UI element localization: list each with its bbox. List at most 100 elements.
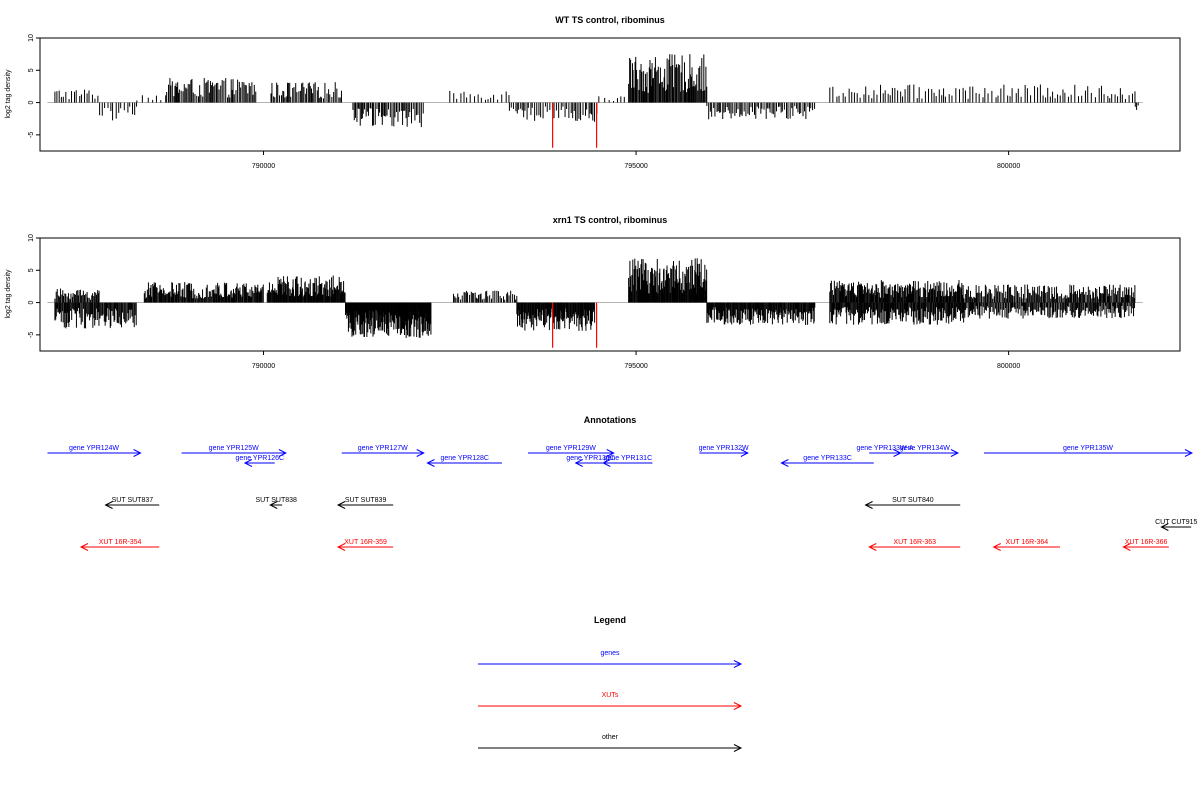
bars (54, 54, 1139, 128)
legend-title: Legend (594, 615, 626, 625)
x-axis: 790000 795000 800000 (252, 151, 1020, 170)
arrowhead-icon (606, 449, 615, 457)
feature-label: gene YPR128C (440, 455, 489, 462)
y-axis: -5 0 5 10 (28, 234, 40, 338)
feature-label: gene YPR130C (566, 455, 615, 462)
arrowhead-icon (416, 449, 425, 457)
legend-entry-genes: genes (478, 650, 743, 668)
feature-sut-sut837: SUT SUT837 (104, 497, 160, 509)
arrowhead-icon (1160, 523, 1169, 531)
chart-title: xrn1 TS control, ribominus (553, 215, 668, 225)
feature-label: gene YPR133W-A (856, 445, 913, 452)
y-axis: -5 0 5 10 (28, 34, 40, 138)
feature-label: gene YPR135W (1063, 445, 1113, 452)
feature-label: CUT CUT915 (1155, 519, 1197, 526)
feature-label: XUT 16R-363 (893, 539, 936, 546)
y-axis-label: log2 tag density (5, 269, 12, 319)
plot-frame (39, 237, 1181, 352)
arrowhead-icon (269, 501, 278, 509)
feature-label: XUT 16R-366 (1125, 539, 1168, 546)
arrowhead-icon (733, 702, 743, 710)
feature-gene-ypr130c: gene YPR130C (566, 455, 615, 467)
arrowhead-icon (868, 543, 877, 551)
legend-label: other (602, 734, 619, 741)
arrowhead-icon (426, 459, 435, 467)
arrowhead-icon (278, 449, 288, 457)
feature-gene-ypr129w: gene YPR129W (528, 445, 615, 457)
feature-xut-16r-354: XUT 16R-354 (79, 539, 160, 551)
feature-gene-ypr125w: gene YPR125W (181, 445, 288, 457)
arrowhead-icon (133, 449, 142, 457)
feature-label: SUT SUT837 (112, 497, 154, 504)
legend-entry-xuts: XUTs (478, 692, 743, 710)
annotations-track: Annotations gene YPR124W gene YPR125Wgene… (47, 415, 1198, 551)
feature-label: SUT SUT839 (345, 497, 387, 504)
feature-xut-16r-364: XUT 16R-364 (992, 539, 1061, 551)
feature-gene-ypr128c: gene YPR128C (426, 455, 502, 467)
panel-xrn1-ts-control: xrn1 TS control, ribominus log2 tag dens… (5, 215, 1181, 370)
arrowhead-icon (602, 459, 611, 467)
arrowhead-icon (780, 459, 789, 467)
arrowhead-icon (104, 501, 113, 509)
y-tick-label: 0 (28, 101, 35, 105)
highlight-bars (552, 302, 598, 348)
feature-label: gene YPR125W (209, 445, 259, 452)
feature-gene-ypr131c: gene YPR131C (602, 455, 653, 467)
highlight-bars (552, 102, 598, 148)
bars (54, 258, 1136, 339)
annotations-title: Annotations (584, 415, 637, 425)
arrowhead-icon (950, 449, 960, 457)
legend-entries: genes XUTs other (478, 650, 743, 752)
feature-sut-sut840: SUT SUT840 (864, 497, 961, 509)
feature-label: SUT SUT840 (892, 497, 934, 504)
y-axis-label: log2 tag density (5, 69, 12, 119)
feature-gene-ypr132w: gene YPR132W (699, 445, 749, 457)
y-tick-label: 0 (28, 301, 35, 305)
legend-label: XUTs (602, 692, 619, 699)
feature-label: gene YPR132W (699, 445, 749, 452)
feature-label: gene YPR133C (803, 455, 852, 462)
y-tick-label: 5 (28, 68, 35, 72)
arrowhead-icon (733, 744, 743, 752)
feature-label: gene YPR134W (900, 445, 950, 452)
x-tick-label: 790000 (252, 163, 275, 170)
y-tick-label: 10 (28, 234, 35, 242)
arrowhead-icon (733, 660, 743, 668)
feature-gene-ypr134w: gene YPR134W (891, 445, 960, 457)
feature-layer: gene YPR124W gene YPR125W gene YPR126C gene… (47, 445, 1198, 551)
x-tick-label: 800000 (997, 163, 1020, 170)
y-tick-label: 10 (28, 34, 35, 42)
arrowhead-icon (243, 459, 253, 467)
y-tick-label: 5 (28, 268, 35, 272)
feature-xut-16r-366: XUT 16R-366 (1122, 539, 1169, 551)
feature-label: gene YPR127W (358, 445, 408, 452)
chart-title: WT TS control, ribominus (555, 15, 665, 25)
feature-label: XUT 16R-364 (1006, 539, 1049, 546)
arrowhead-icon (336, 543, 346, 551)
feature-gene-ypr135w: gene YPR135W (984, 445, 1194, 457)
feature-gene-ypr133c: gene YPR133C (780, 455, 874, 467)
arrowhead-icon (336, 501, 346, 509)
arrowhead-icon (574, 459, 583, 467)
feature-label: gene YPR126C (236, 455, 285, 462)
feature-gene-ypr124w: gene YPR124W (47, 445, 142, 457)
feature-gene-ypr126c: gene YPR126C (236, 455, 285, 467)
arrowhead-icon (992, 543, 1001, 551)
feature-label: gene YPR131C (604, 455, 653, 462)
feature-sut-sut838: SUT SUT838 (255, 497, 297, 509)
feature-xut-16r-363: XUT 16R-363 (868, 539, 961, 551)
arrowhead-icon (79, 543, 89, 551)
feature-label: gene YPR124W (69, 445, 119, 452)
arrowhead-icon (1184, 449, 1194, 457)
panel-wt-ts-control: WT TS control, ribominus log2 tag densit… (5, 15, 1181, 170)
feature-label: XUT 16R-359 (344, 539, 387, 546)
arrowhead-icon (1122, 543, 1131, 551)
feature-xut-16r-359: XUT 16R-359 (336, 539, 394, 551)
legend-entry-other: other (478, 734, 743, 752)
x-tick-label: 800000 (997, 363, 1020, 370)
feature-sut-sut839: SUT SUT839 (336, 497, 394, 509)
feature-label: XUT 16R-354 (99, 539, 142, 546)
x-axis: 790000 795000 800000 (252, 351, 1020, 370)
feature-gene-ypr127w: gene YPR127W (341, 445, 425, 457)
